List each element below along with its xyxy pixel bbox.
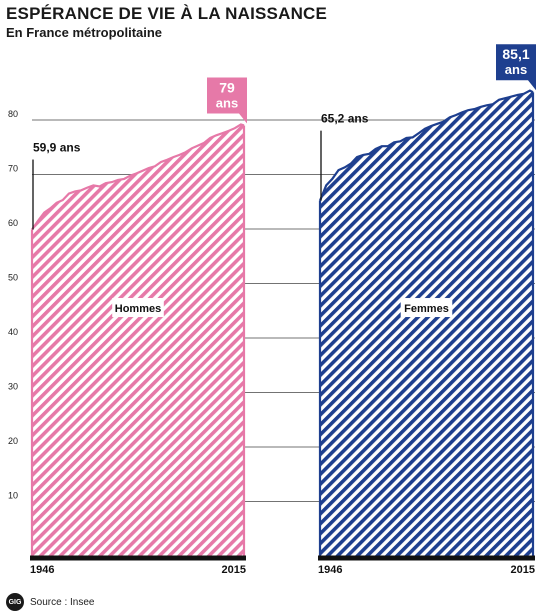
- y-tick-label-20: 20: [8, 436, 18, 446]
- source-note: Source : Insee: [30, 596, 95, 608]
- x-tick-label-femmes-1946: 1946: [318, 564, 342, 576]
- line-femmes: [318, 89, 534, 202]
- area-label-bg-hommes: [112, 298, 164, 318]
- area-label-bg-femmes: [400, 298, 453, 318]
- areas: [30, 89, 535, 561]
- start-label-femmes: 65,2 ans: [321, 112, 369, 126]
- y-tick-label-60: 60: [8, 218, 18, 228]
- area-femmes: [320, 90, 533, 556]
- footer: GIG Source : Insee: [6, 592, 94, 612]
- area-label-hommes: Hommes: [115, 303, 161, 315]
- line-hommes: [31, 123, 245, 231]
- labels: 10 20 30 40 50 60 70 80 1946 2015 Hommes 59,9 ans 79…: [8, 44, 536, 576]
- end-value-hommes: 79: [219, 79, 235, 95]
- y-tick-label-10: 10: [8, 491, 18, 501]
- start-label-hommes: 59,9 ans: [33, 141, 81, 155]
- area-hommes: [32, 124, 244, 557]
- y-tick-label-70: 70: [8, 164, 18, 174]
- end-callout-hommes: [207, 77, 247, 124]
- chart-subtitle: En France métropolitaine: [6, 25, 163, 40]
- y-tick-label-50: 50: [8, 273, 18, 283]
- y-tick-label-30: 30: [8, 382, 18, 392]
- area-label-femmes: Femmes: [404, 303, 449, 315]
- x-tick-label-femmes-2015: 2015: [511, 564, 535, 576]
- end-callout-femmes: [496, 44, 536, 91]
- publisher-logo: GIG: [6, 593, 24, 611]
- end-unit-femmes: ans: [505, 62, 527, 77]
- x-tick-label-hommes-1946: 1946: [30, 564, 54, 576]
- end-unit-hommes: ans: [216, 95, 238, 110]
- y-tick-label-40: 40: [8, 327, 18, 337]
- end-value-femmes: 85,1: [502, 46, 529, 62]
- x-tick-label-hommes-2015: 2015: [222, 564, 246, 576]
- chart-title: ESPÉRANCE DE VIE À LA NAISSANCE: [6, 4, 328, 23]
- y-tick-label-80: 80: [8, 109, 18, 119]
